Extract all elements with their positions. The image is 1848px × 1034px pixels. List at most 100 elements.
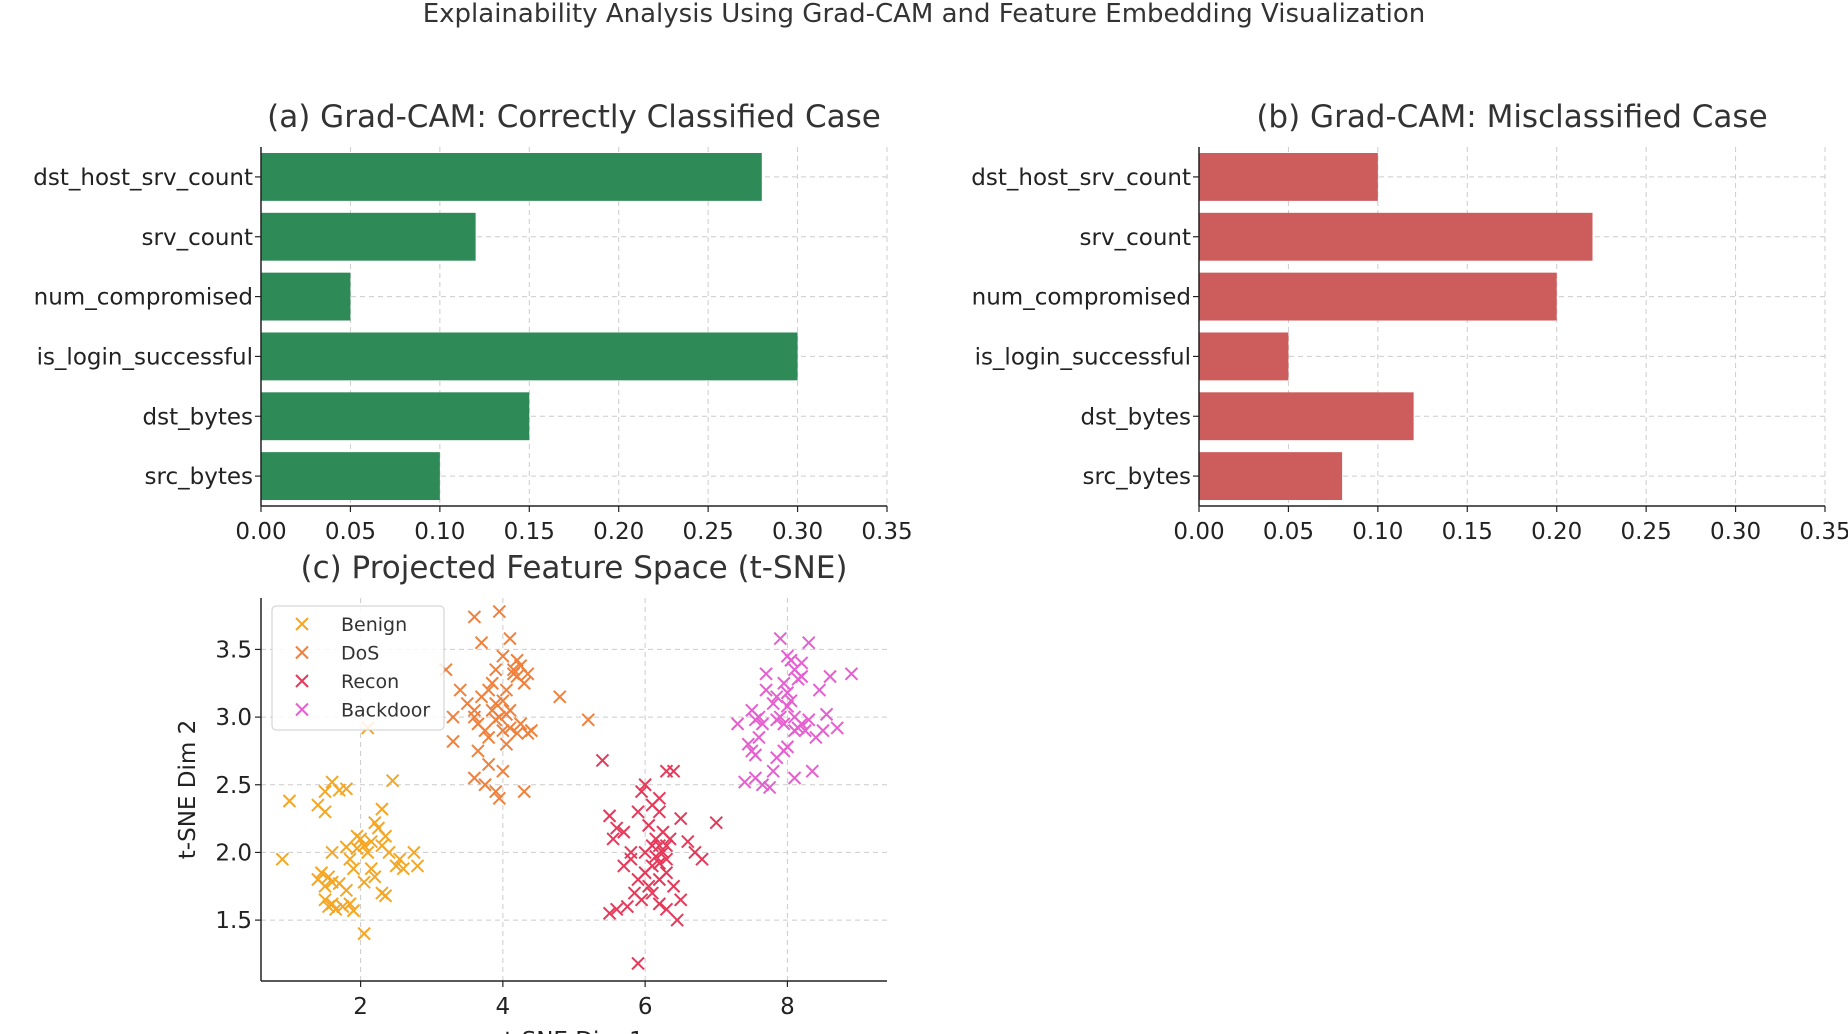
scatter-point-benign [375, 802, 389, 816]
scatter-point-benign [275, 852, 290, 866]
scatter-point-recon [649, 849, 663, 864]
scatter-point-benign [357, 926, 371, 941]
scatter-point-recon [673, 811, 688, 826]
x-tick-label: 2 [353, 994, 368, 1020]
x-tick-label: 4 [496, 994, 511, 1020]
x-tick-label: 0.10 [414, 519, 465, 545]
scatter-point-backdoor [759, 683, 773, 697]
x-tick-label: 0.30 [1710, 519, 1761, 545]
series-benign [275, 721, 425, 941]
x-tick-label: 0.15 [1442, 519, 1493, 545]
scatter-point-benign [339, 840, 354, 854]
x-axis-label: t-SNE Dim 1 [504, 1028, 643, 1034]
scatter-point-benign [318, 784, 332, 799]
x-tick-label: 0.05 [325, 519, 376, 545]
scatter-point-recon [652, 897, 667, 911]
scatter-point-backdoor [738, 775, 752, 789]
scatter-point-dos [506, 667, 521, 681]
bar-dst-host-srv-count [261, 152, 762, 201]
scatter-point-dos [481, 683, 496, 697]
scatter-point-dos [481, 757, 496, 772]
x-tick-label: 0.25 [683, 519, 734, 545]
x-tick-label: 0.35 [861, 519, 912, 545]
scatter-point-recon [666, 764, 681, 778]
scatter-point-backdoor [787, 771, 802, 785]
scatter-point-backdoor [819, 707, 834, 722]
scatter-point-dos [478, 778, 492, 792]
scatter-point-dos [510, 653, 524, 667]
bar-dst-bytes [261, 392, 530, 441]
scatter-point-dos [489, 663, 503, 677]
scatter-point-recon [659, 866, 674, 880]
y-tick-label: is_login_successful [975, 344, 1191, 370]
scatter-point-recon [641, 879, 656, 893]
bar-dst-bytes [1199, 392, 1414, 441]
scatter-point-dos [467, 703, 482, 718]
scatter-point-benign [339, 883, 354, 898]
scatter-point-backdoor [770, 690, 784, 704]
scatter-point-backdoor [759, 667, 773, 681]
scatter-point-dos [474, 635, 489, 650]
scatter-point-dos [499, 707, 514, 722]
y-tick-label: srv_count [1080, 225, 1191, 251]
scatter-point-backdoor [787, 710, 802, 724]
series-backdoor [730, 631, 859, 795]
scatter-point-benign [357, 838, 371, 853]
scatter-point-recon [624, 845, 638, 860]
scatter-point-benign [339, 782, 354, 796]
scatter-point-backdoor [741, 737, 755, 751]
x-tick-label: 0.20 [593, 519, 644, 545]
x-tick-label: 8 [780, 994, 795, 1020]
scatter-point-dos [481, 730, 496, 745]
x-tick-label: 0.25 [1621, 519, 1672, 545]
scatter-point-dos [496, 723, 510, 738]
legend-marker-backdoor [295, 702, 309, 717]
legend-marker-dos [295, 645, 309, 660]
x-tick-label: 0.10 [1352, 519, 1403, 545]
scatter-point-backdoor [794, 669, 809, 684]
scatter-point-backdoor [805, 764, 820, 778]
scatter-point-benign [336, 899, 350, 914]
scatter-point-backdoor [777, 676, 791, 690]
scatter-point-dos [503, 721, 517, 735]
scatter-point-benign [378, 889, 393, 903]
scatter-point-recon [659, 902, 674, 916]
bar-num-compromised [261, 272, 351, 321]
scatter-point-dos [489, 784, 503, 799]
y-tick-label: is_login_successful [37, 344, 253, 370]
scatter-point-recon [620, 899, 635, 914]
scatter-point-benign [346, 861, 361, 876]
legend-label-benign: Benign [341, 614, 407, 636]
panel-title: (b) Grad-CAM: Misclassified Case [1256, 99, 1767, 135]
scatter-point-backdoor [777, 717, 791, 731]
scatter-point-backdoor [830, 721, 844, 735]
scatter-point-backdoor [766, 764, 780, 778]
figure-suptitle: Explainability Analysis Using Grad-CAM a… [423, 0, 1426, 29]
scatter-point-dos [499, 737, 514, 751]
scatter-point-recon [656, 825, 670, 839]
scatter-point-backdoor [752, 710, 766, 724]
x-tick-label: 0.20 [1531, 519, 1582, 545]
legend: Benign DoS Recon Backdoor [271, 605, 445, 731]
scatter-point-recon [645, 886, 659, 900]
bar-is-login-successful [261, 332, 798, 381]
legend-marker-recon [295, 674, 309, 688]
scatter-point-recon [652, 805, 667, 819]
scatter-point-recon [673, 893, 688, 907]
scatter-point-backdoor [844, 667, 859, 681]
scatter-point-recon [641, 818, 656, 833]
scatter-point-benign [350, 841, 364, 856]
scatter-point-benign [346, 903, 361, 918]
scatter-point-recon [631, 956, 645, 971]
panel-title: (a) Grad-CAM: Correctly Classified Case [267, 99, 881, 135]
scatter-point-dos [489, 696, 503, 711]
x-tick-label: 0.15 [504, 519, 555, 545]
scatter-point-dos [485, 676, 499, 690]
scatter-point-dos [506, 663, 521, 677]
panel-title: (c) Projected Feature Space (t-SNE) [300, 550, 847, 586]
scatter-point-benign [325, 845, 339, 860]
scatter-point-dos [467, 610, 482, 624]
scatter-point-dos [492, 604, 507, 619]
scatter-point-recon [659, 838, 674, 853]
bar-dst-host-srv-count [1199, 152, 1378, 201]
